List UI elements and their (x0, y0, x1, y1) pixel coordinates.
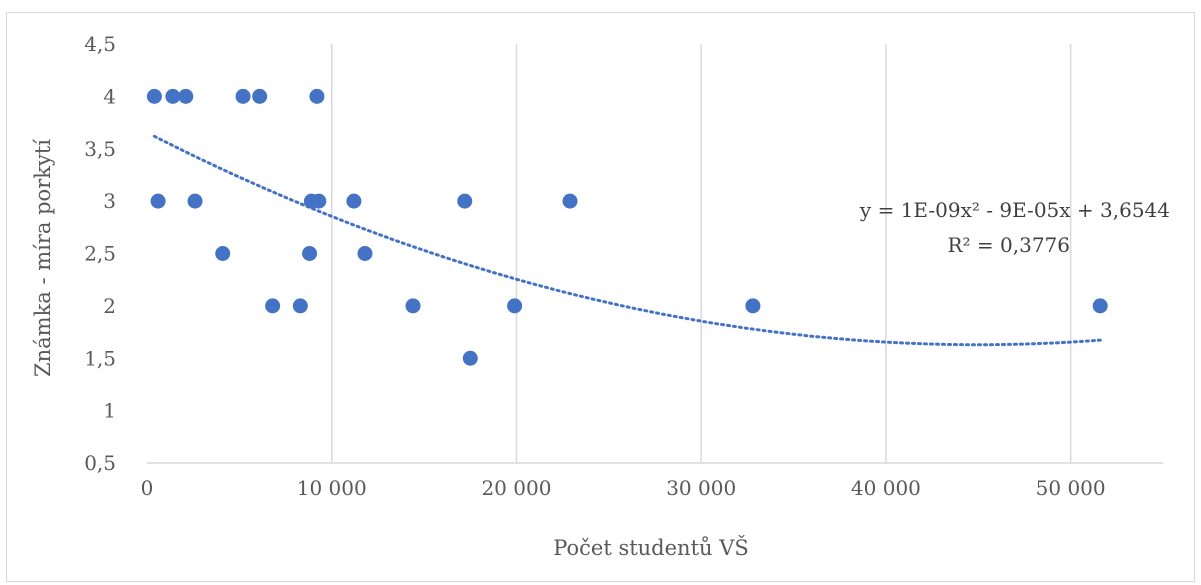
x-tick-label: 0 (141, 476, 154, 500)
data-point (302, 246, 318, 261)
x-axis-ticks: 0 10 000 20 000 30 000 40 000 50 000 (141, 476, 1106, 500)
y-tick-label: 3,5 (84, 137, 116, 161)
x-axis-title: Počet studentů VŠ (553, 535, 749, 560)
data-point (457, 193, 473, 209)
data-point (357, 246, 373, 261)
x-tick-label: 20 000 (481, 476, 551, 500)
data-point (187, 193, 203, 209)
data-point (265, 298, 281, 314)
y-tick-label: 0,5 (84, 451, 116, 475)
y-tick-label: 4,5 (84, 32, 116, 56)
data-point (346, 193, 362, 209)
data-point (311, 193, 327, 209)
data-point (292, 298, 308, 314)
data-point (150, 193, 166, 209)
data-point (165, 88, 181, 104)
gridlines (147, 44, 1163, 464)
trendline-equation: y = 1E-09x² - 9E-05x + 3,6544 (859, 198, 1170, 222)
data-point (252, 88, 268, 104)
y-tick-label: 4 (103, 84, 116, 108)
data-point (462, 350, 478, 366)
data-point (507, 298, 523, 314)
y-tick-label: 2 (103, 294, 116, 318)
data-point (235, 88, 251, 104)
y-axis-title: Známka - míra porkytí (31, 139, 55, 377)
data-point (215, 246, 231, 261)
data-point (146, 88, 162, 104)
y-tick-label: 3 (103, 189, 116, 213)
data-point (309, 88, 325, 104)
data-point (562, 193, 578, 209)
x-tick-label: 40 000 (851, 476, 921, 500)
y-tick-label: 2,5 (84, 242, 116, 266)
data-point (745, 298, 761, 314)
data-point (178, 88, 194, 104)
x-tick-label: 30 000 (666, 476, 736, 500)
trendline-r-squared: R² = 0,3776 (947, 233, 1070, 257)
x-tick-label: 10 000 (297, 476, 367, 500)
x-tick-label: 50 000 (1036, 476, 1106, 500)
data-point (405, 298, 421, 314)
y-axis-ticks: 0,5 1 1,5 2 2,5 3 3,5 4 4,5 (84, 32, 116, 475)
data-points (146, 88, 1108, 366)
data-point (1092, 298, 1108, 314)
y-tick-label: 1,5 (84, 346, 116, 370)
y-tick-label: 1 (103, 399, 116, 423)
chart-frame (6, 12, 1195, 582)
